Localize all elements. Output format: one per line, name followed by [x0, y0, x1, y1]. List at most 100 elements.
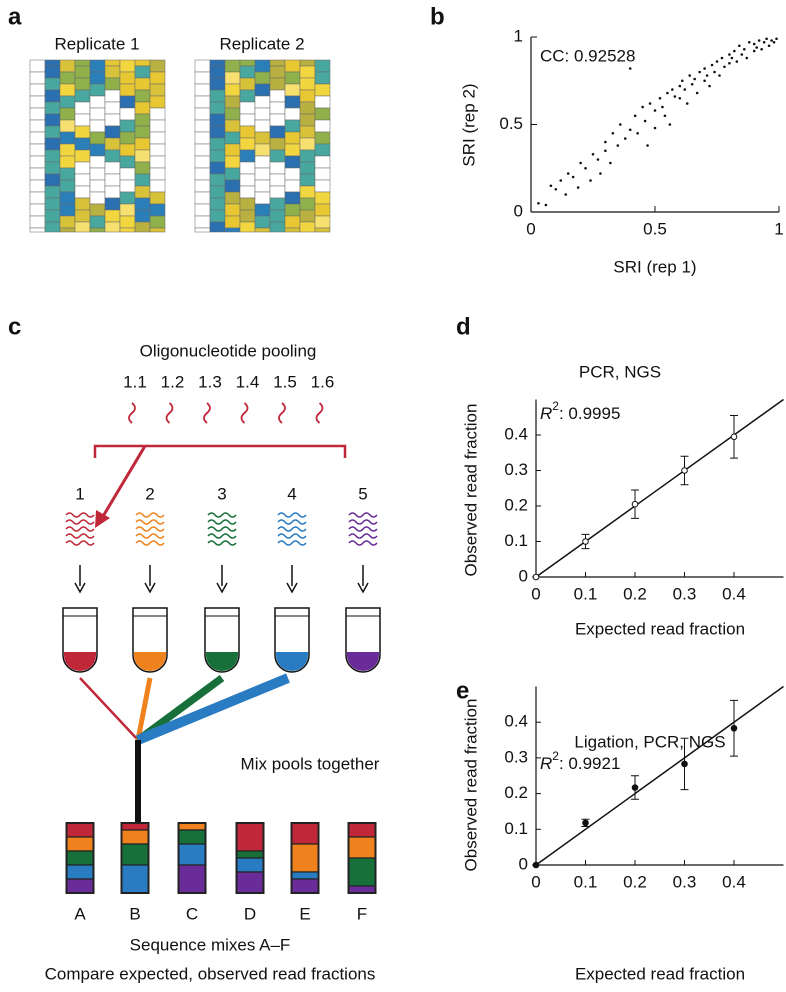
point: [584, 166, 587, 170]
x-tick-label: 0.5: [643, 219, 667, 238]
heatmap-cell: [29, 71, 46, 85]
mix-segment: [120, 829, 150, 845]
mix-segment: [235, 871, 265, 894]
heatmap-cell: [314, 83, 331, 97]
point: [591, 152, 595, 156]
heatmap-cell: [104, 161, 121, 175]
x-tick-label: 0.2: [623, 872, 647, 891]
heatmap-cell: [44, 149, 61, 163]
x-tick-label: 0: [531, 872, 540, 891]
heatmap-cell: [74, 221, 91, 233]
y-tick-label: 0.1: [504, 531, 528, 550]
heatmap-cell: [209, 185, 226, 199]
point: [643, 119, 647, 123]
heatmap-cell: [209, 65, 226, 79]
point: [618, 123, 622, 126]
heatmap-cell: [104, 65, 121, 79]
heatmap-cell: [74, 185, 91, 199]
point: [579, 161, 582, 165]
heatmap-cell: [59, 179, 76, 193]
pool-wave: [65, 512, 95, 518]
heatmap-cell: [209, 77, 226, 91]
point: [648, 102, 652, 105]
heatmap-cell: [299, 101, 316, 115]
point: [673, 95, 677, 98]
mix-segment: [177, 864, 207, 894]
heatmap-cell: [74, 173, 91, 187]
point: [668, 123, 672, 126]
heatmap-cell: [149, 83, 166, 97]
heatmap-cell: [134, 59, 151, 67]
point: [703, 79, 706, 83]
point: [678, 84, 682, 88]
heatmap-cell: [119, 131, 136, 145]
heatmap-cell: [194, 215, 211, 229]
point: [705, 74, 709, 77]
point: [641, 105, 644, 109]
arrow-head: [286, 582, 298, 594]
heatmap-cell: [209, 59, 226, 67]
point: [576, 186, 580, 189]
arrow: [100, 445, 147, 519]
point: [658, 96, 662, 100]
heatmap-cell: [194, 227, 211, 233]
heatmap-cell: [224, 155, 241, 169]
heatmap-cell: [269, 173, 286, 187]
heatmap-cell: [74, 113, 91, 127]
point: [757, 39, 761, 42]
heatmap-cell: [29, 215, 46, 229]
mix-segment: [347, 885, 377, 894]
heatmap-cell: [89, 179, 106, 193]
heatmap-cell: [284, 71, 301, 85]
point: [623, 137, 627, 140]
point: [566, 172, 570, 175]
y-tick-label: 0.2: [504, 783, 528, 802]
heatmap-cell: [239, 59, 256, 67]
mix-segment: [235, 850, 265, 859]
heatmap-cell: [269, 161, 286, 175]
point: [616, 144, 620, 147]
heatmap-cell: [254, 107, 271, 121]
annotation-text: : 0.9921: [559, 754, 620, 773]
point: [564, 193, 568, 196]
point: [611, 131, 615, 135]
heatmap-cell: [224, 107, 241, 121]
mix-segment: [65, 864, 95, 880]
heatmap-cell: [254, 167, 271, 181]
y-tick-label: 0.3: [504, 460, 528, 479]
heatmap-cell: [299, 59, 316, 67]
point: [740, 53, 744, 56]
heatmap-cell: [89, 143, 106, 157]
heatmap-cell: [194, 83, 211, 97]
point: [747, 40, 751, 44]
heatmap-cell: [44, 161, 61, 175]
heatmap-cell: [269, 113, 286, 127]
heatmap-cell: [224, 83, 241, 97]
heatmap-cell: [194, 179, 211, 193]
pool-wave: [348, 540, 378, 546]
heatmap-cell: [269, 77, 286, 91]
heatmap-cell: [314, 179, 331, 193]
x-tick-label: 0.2: [623, 584, 647, 603]
pool-wave: [135, 526, 165, 532]
heatmap-cell: [269, 221, 286, 233]
heatmap-cell: [74, 89, 91, 103]
heatmap-cell: [314, 203, 331, 217]
heatmap-cell: [254, 203, 271, 217]
heatmap-cell: [254, 59, 271, 73]
point: [728, 53, 731, 56]
fit-line: [535, 685, 784, 866]
point: [752, 49, 756, 53]
heatmap-cell: [314, 215, 331, 229]
arrow-head: [95, 510, 110, 528]
heatmap-cell: [89, 107, 106, 121]
pool-wave: [135, 519, 165, 525]
heatmap-cell: [209, 149, 226, 163]
oligo-squiggle: [165, 402, 174, 424]
oligo-label: 1.3: [198, 372, 222, 391]
point: [661, 105, 664, 109]
heatmap-cell: [224, 95, 241, 109]
oligo-squiggle: [240, 402, 249, 424]
x-axis-label: Expected read fraction: [575, 619, 745, 638]
pool-wave: [207, 533, 237, 539]
